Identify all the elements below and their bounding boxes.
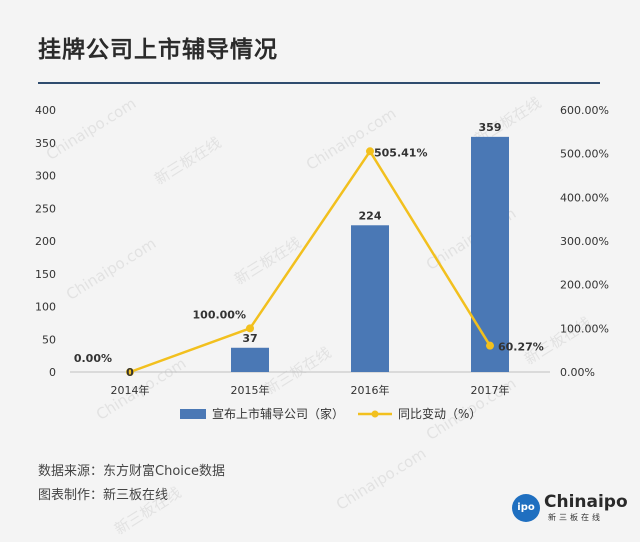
legend-line-label: 同比变动（%）: [398, 406, 481, 421]
y-right-tick-label: 400.00%: [560, 191, 609, 204]
source-note: 数据来源：东方财富Choice数据: [38, 464, 226, 479]
x-tick-label: 2016年: [351, 383, 390, 397]
y-right-tick-label: 0.00%: [560, 366, 595, 379]
bar-value-label: 224: [359, 209, 382, 222]
bar: [471, 136, 509, 372]
y-right-tick-label: 600.00%: [560, 104, 609, 117]
title-divider: [38, 82, 600, 84]
bar-value-label: 0: [126, 366, 134, 379]
line-point: [126, 368, 134, 376]
y-right-tick-label: 300.00%: [560, 235, 609, 248]
y-left-tick-label: 50: [42, 333, 56, 346]
line-value-label: 505.41%: [374, 146, 427, 159]
y-left-tick-label: 100: [35, 301, 56, 314]
y-left-tick-label: 300: [35, 170, 56, 183]
line-point: [486, 341, 494, 350]
y-left-tick-label: 350: [35, 137, 56, 150]
line-series: [129, 149, 492, 374]
logo-name: Chinaipo: [544, 492, 628, 512]
chinaipo-logo: ipo Chinaipo 新三板在线: [512, 490, 628, 530]
logo-badge: ipo: [512, 494, 540, 522]
y-left-tick-label: 250: [35, 202, 56, 215]
legend-bar-swatch: [180, 409, 206, 419]
bar-value-label: 37: [242, 332, 257, 345]
chart-title: 挂牌公司上市辅导情况: [38, 37, 278, 63]
x-tick-label: 2015年: [231, 383, 270, 397]
y-left-tick-label: 200: [35, 235, 56, 248]
bar-value-label: 359: [479, 121, 502, 134]
line-value-label: 0.00%: [74, 352, 112, 365]
line-value-label: 60.27%: [498, 341, 544, 354]
y-right-tick-label: 500.00%: [560, 148, 609, 161]
y-left-tick-label: 400: [35, 104, 56, 117]
y-right-tick-label: 100.00%: [560, 322, 609, 335]
x-tick-label: 2017年: [471, 383, 510, 397]
x-tick-label: 2014年: [111, 383, 150, 397]
y-left-tick-label: 150: [35, 268, 56, 281]
line-point: [246, 324, 254, 333]
bar: [231, 347, 269, 372]
bar: [351, 225, 389, 372]
line-point: [366, 147, 374, 156]
y-right-tick-label: 200.00%: [560, 279, 609, 292]
legend-line-marker: [371, 410, 379, 418]
maker-note: 图表制作：新三板在线: [38, 488, 169, 503]
logo-subtitle: 新三板在线: [548, 513, 603, 522]
y-left-tick-label: 0: [49, 366, 56, 379]
legend-bar-label: 宣布上市辅导公司（家）: [212, 406, 344, 421]
line-value-label: 100.00%: [193, 308, 246, 321]
